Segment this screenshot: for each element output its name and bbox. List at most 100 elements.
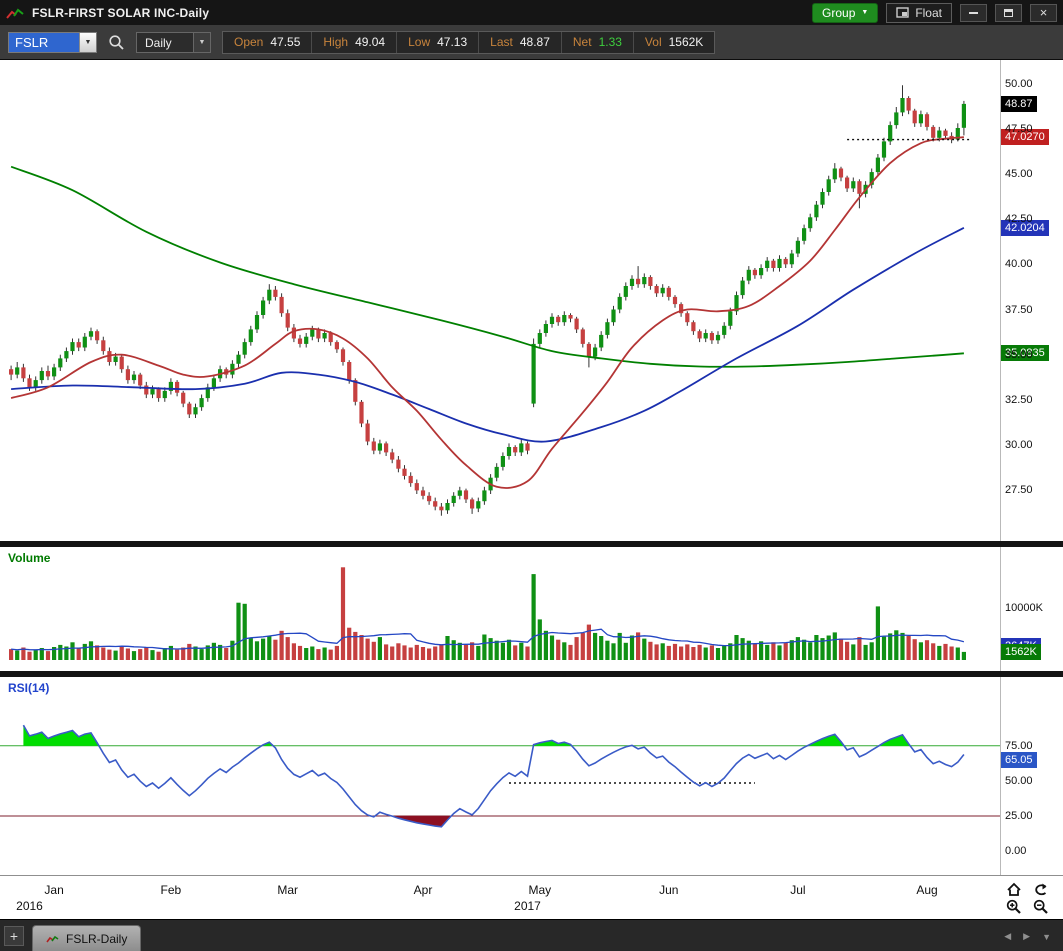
rsi-value-badge: 65.05	[1001, 751, 1037, 768]
maximize-icon	[1004, 8, 1013, 17]
x-axis-month-label: Aug	[916, 883, 938, 897]
volume-label: Volume	[8, 551, 51, 565]
symbol-dropdown-arrow[interactable]: ▼	[79, 32, 96, 52]
quote-label: Net	[572, 35, 592, 49]
maximize-button[interactable]	[995, 3, 1022, 22]
volume-axis: 2647K 1562K 10000K	[1000, 547, 1063, 671]
rsi-chart[interactable]	[0, 677, 1000, 875]
timeframe-dropdown-arrow[interactable]: ▼	[193, 32, 210, 52]
close-icon: ×	[1039, 5, 1048, 20]
zoom-in-icon	[1006, 899, 1021, 914]
volume-panel: Volume 2647K 1562K 10000K	[0, 547, 1063, 671]
window-title: FSLR-FIRST SOLAR INC-Daily	[32, 5, 210, 20]
quote-last: Last 48.87	[479, 31, 562, 53]
ma-blue-value-badge: 42.0204	[1001, 219, 1049, 236]
quote-net: Net 1.33	[562, 31, 634, 53]
tab-bar: + FSLR-Daily ◀ ▶ ▼	[0, 919, 1063, 951]
quote-value: 47.13	[437, 35, 468, 49]
x-axis-month-label: Apr	[413, 883, 433, 897]
x-axis-month-label: Mar	[277, 883, 299, 897]
quote-value: 48.87	[519, 35, 550, 49]
rsi-tick: 0.00	[1005, 845, 1027, 858]
last-price-badge: 48.87	[1001, 95, 1037, 112]
price-tick: 37.50	[1005, 303, 1033, 316]
quote-value: 49.04	[355, 35, 386, 49]
rsi-tick: 25.00	[1005, 810, 1033, 822]
zoom-out-icon	[1033, 899, 1048, 914]
quote-label: Last	[490, 35, 513, 49]
minimize-icon	[969, 11, 978, 14]
rsi-panel: RSI(14) 65.05 75.00 50.00 25.00 0.00	[0, 677, 1063, 875]
undo-icon	[1035, 883, 1047, 895]
rsi-tick: 50.00	[1005, 774, 1033, 787]
zoom-out-button[interactable]	[1032, 899, 1050, 915]
quote-box: Open 47.55 High 49.04 Low 47.13 Last 48.87 Net 1.…	[222, 30, 716, 54]
group-button-label: Group	[822, 5, 856, 20]
rsi-tick: 75.00	[1005, 739, 1033, 752]
price-tick: 40.00	[1005, 258, 1033, 271]
price-panel: 48.87 47.0270 42.0204 35.0835 50.00 47.50…	[0, 60, 1063, 541]
timeframe-select[interactable]: Daily ▼	[136, 31, 211, 53]
title-bar: FSLR-FIRST SOLAR INC-Daily Group ▼ Float…	[0, 0, 1063, 25]
price-tick: 30.00	[1005, 439, 1033, 452]
price-tick: 47.50	[1005, 122, 1033, 135]
rsi-axis: 65.05 75.00 50.00 25.00 0.00	[1000, 677, 1063, 875]
tab-menu-icon[interactable]: ▼	[1042, 931, 1051, 942]
home-button[interactable]	[1005, 881, 1023, 897]
tab-chart-icon	[46, 935, 59, 942]
quote-value: 1.33	[598, 35, 622, 49]
price-axis: 48.87 47.0270 42.0204 35.0835 50.00 47.50…	[1000, 60, 1063, 541]
symbol-input[interactable]	[9, 32, 79, 52]
tab-scroll-left-icon[interactable]: ◀	[1004, 931, 1012, 941]
ma-green-value-badge: 35.0835	[1001, 345, 1049, 362]
quote-label: High	[323, 35, 349, 49]
rsi-label: RSI(14)	[8, 681, 50, 695]
float-window-icon	[896, 7, 910, 18]
x-axis-year-label: 2017	[514, 899, 541, 913]
panel-divider	[0, 671, 1063, 677]
x-axis-month-label: Jun	[659, 883, 679, 897]
chevron-down-icon: ▼	[861, 9, 869, 16]
x-axis-month-label: Feb	[160, 883, 182, 897]
x-axis-year-label: 2016	[16, 899, 43, 913]
volume-tick: 10000K	[1005, 601, 1043, 614]
tab-nav: ◀ ▶ ▼	[1004, 931, 1059, 942]
volume-value-badge: 1562K	[1001, 643, 1041, 660]
quote-label: Vol	[644, 35, 662, 49]
float-button-label: Float	[915, 5, 942, 20]
symbol-input-group: ▼	[8, 31, 97, 53]
close-button[interactable]: ×	[1030, 3, 1057, 22]
new-chart-button[interactable]: +	[4, 926, 24, 946]
minimize-button[interactable]	[960, 3, 987, 22]
quote-vol: Vol 1562K	[634, 32, 714, 53]
quote-value: 1562K	[668, 35, 704, 49]
quote-label: Open	[234, 35, 264, 49]
tab-scroll-right-icon[interactable]: ▶	[1023, 931, 1031, 941]
home-icon	[1007, 882, 1021, 896]
search-icon[interactable]	[108, 34, 125, 51]
x-axis-month-label: Jan	[44, 883, 64, 897]
undo-button[interactable]	[1032, 881, 1050, 897]
price-tick: 42.50	[1005, 213, 1033, 226]
x-axis-strip: Jan Feb Mar Apr May Jun Jul Aug 2016 2017	[0, 875, 1063, 919]
x-axis-month-label: May	[528, 883, 552, 897]
ma-red-value-badge: 47.0270	[1001, 129, 1049, 146]
quote-value: 47.55	[270, 35, 301, 49]
chart-area: 48.87 47.0270 42.0204 35.0835 50.00 47.50…	[0, 60, 1063, 919]
price-tick: 50.00	[1005, 77, 1033, 90]
group-button[interactable]: Group ▼	[812, 2, 879, 23]
price-chart[interactable]	[0, 60, 1000, 541]
volume-chart[interactable]	[0, 547, 1000, 671]
x-axis-month-label: Jul	[790, 883, 806, 897]
quote-label: Low	[408, 35, 431, 49]
quote-open: Open 47.55	[223, 31, 313, 53]
app-chart-icon	[6, 8, 24, 19]
tab-fslr-daily[interactable]: FSLR-Daily	[32, 925, 142, 951]
float-button[interactable]: Float	[886, 2, 952, 23]
price-tick: 32.50	[1005, 394, 1033, 406]
toolbar: ▼ Daily ▼ Open 47.55 High 49.04 Low 47.13 Last…	[0, 25, 1063, 60]
quote-low: Low 47.13	[397, 31, 480, 53]
tab-label: FSLR-Daily	[66, 931, 128, 946]
price-tick: 35.00	[1005, 348, 1033, 361]
zoom-in-button[interactable]	[1005, 899, 1023, 915]
